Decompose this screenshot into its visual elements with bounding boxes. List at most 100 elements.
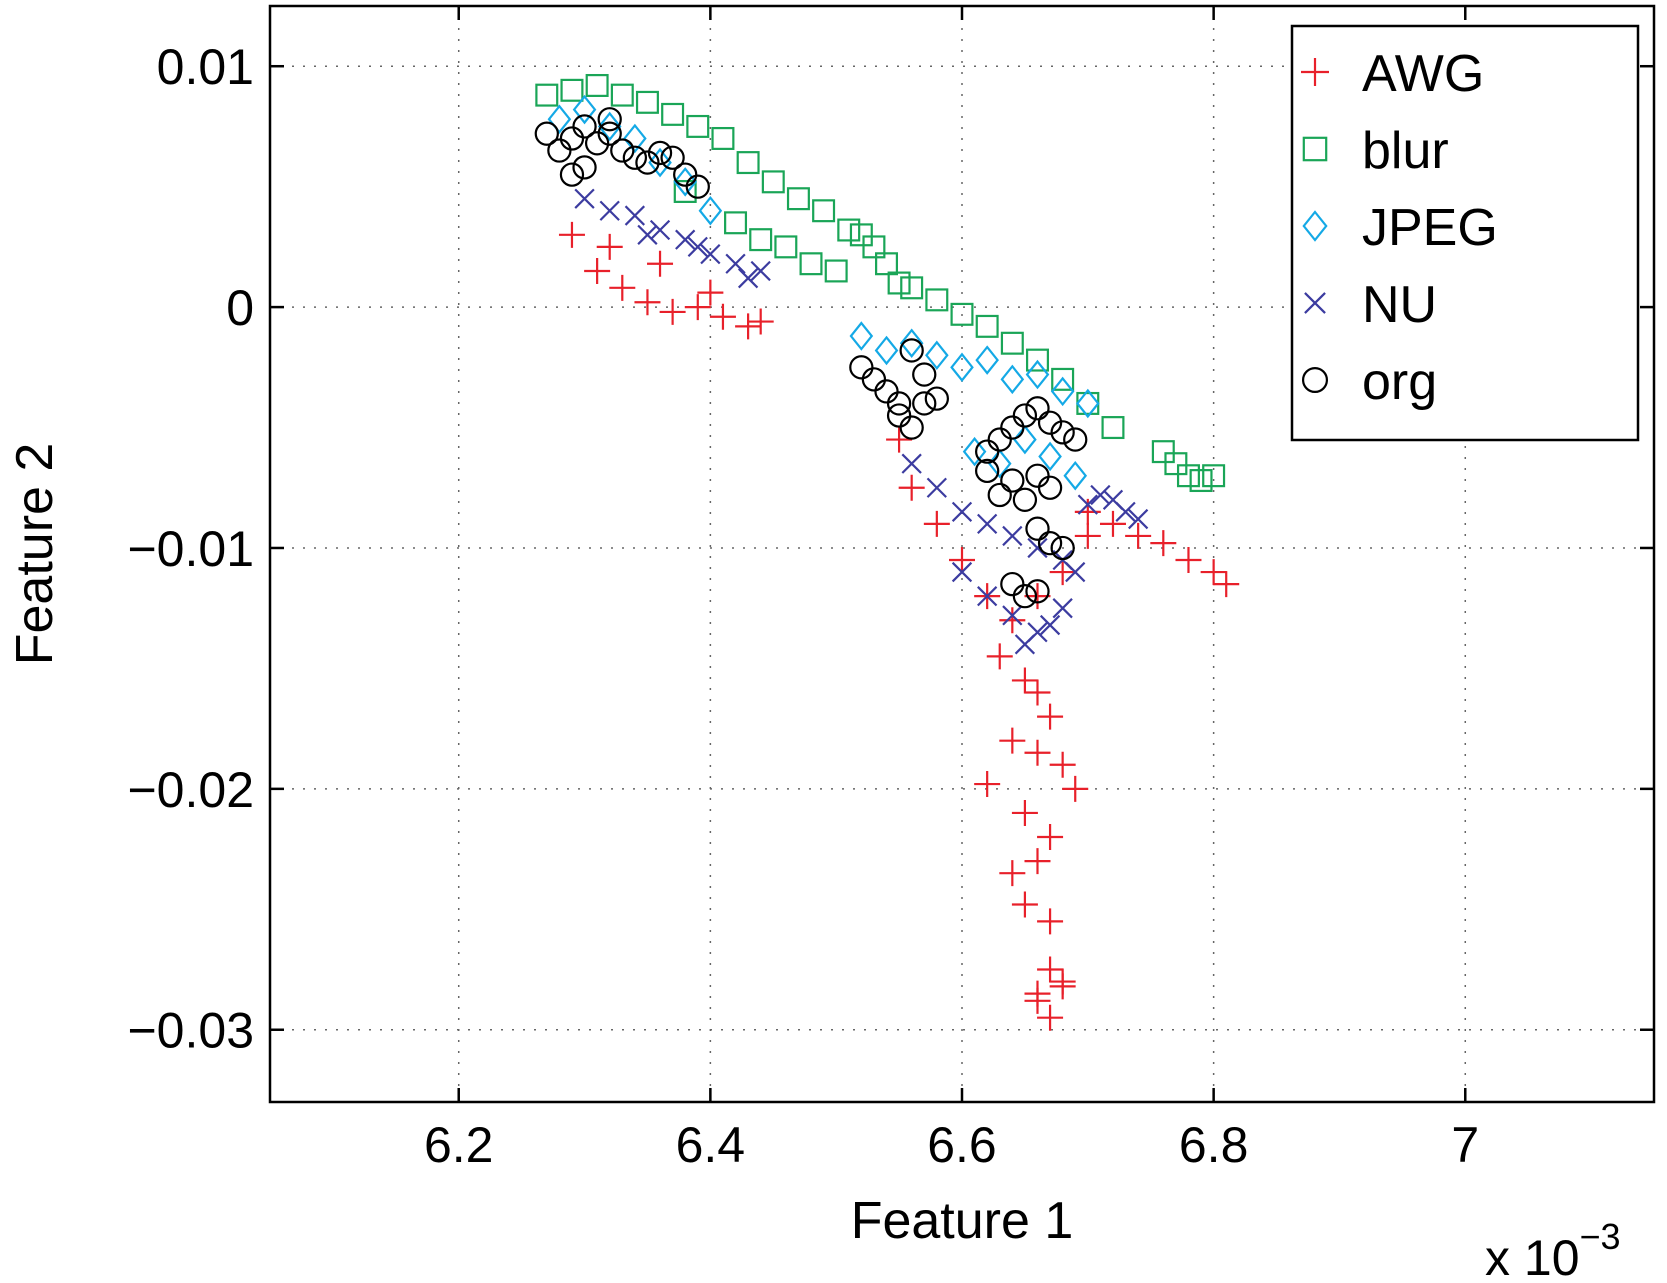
- data-point: [1027, 537, 1048, 559]
- data-point: [559, 162, 585, 187]
- data-point: [749, 228, 773, 252]
- data-point: [951, 501, 973, 522]
- legend-marker-blur: [1302, 136, 1328, 162]
- data-point: [684, 294, 711, 321]
- data-point: [1077, 494, 1098, 515]
- legend-label-awg: AWG: [1362, 45, 1484, 103]
- data-point: [747, 308, 774, 335]
- data-point: [1074, 522, 1101, 549]
- data-point: [724, 211, 748, 235]
- data-point: [685, 174, 710, 199]
- data-point: [887, 271, 911, 295]
- data-point: [622, 145, 648, 170]
- data-point: [673, 179, 697, 203]
- data-point: [1176, 464, 1200, 488]
- data-point: [1011, 891, 1038, 918]
- data-point: [899, 338, 924, 363]
- series-awg: [558, 221, 1240, 1031]
- data-point: [584, 131, 610, 156]
- data-point: [1050, 420, 1075, 445]
- legend-label-nu: NU: [1362, 276, 1437, 334]
- data-point: [599, 200, 620, 221]
- data-point: [862, 235, 886, 259]
- data-point: [1012, 584, 1038, 609]
- data-point: [849, 321, 874, 351]
- x-axis-multiplier: x 10−3: [1485, 1216, 1621, 1283]
- legend-label-jpeg: JPEG: [1362, 199, 1498, 257]
- data-point: [1024, 848, 1051, 875]
- data-point: [597, 107, 622, 132]
- data-point: [1024, 679, 1051, 706]
- data-point: [634, 289, 661, 316]
- data-point: [1025, 396, 1050, 421]
- data-point: [1037, 824, 1064, 851]
- data-point: [1062, 775, 1089, 802]
- data-point: [1099, 510, 1126, 537]
- axis-ticks: 6.2 6.4 6.6 6.8 7 0.01 0 −0.01 −0.02 −0.03: [127, 6, 1654, 1173]
- data-point: [1050, 376, 1075, 407]
- data-point: [1025, 359, 1050, 390]
- data-point: [1037, 410, 1063, 435]
- data-point: [999, 727, 1026, 754]
- data-point: [1025, 348, 1049, 372]
- series-jpeg: [547, 94, 1100, 491]
- data-point: [974, 771, 1001, 798]
- data-point: [609, 274, 636, 301]
- x-tick-label: 6.2: [424, 1117, 494, 1173]
- data-point: [1014, 634, 1036, 655]
- data-point: [661, 102, 685, 126]
- data-point: [697, 279, 724, 306]
- data-point: [774, 235, 798, 259]
- data-point: [975, 314, 999, 338]
- data-point: [1037, 475, 1063, 500]
- data-point: [987, 448, 1012, 479]
- data-point: [1076, 388, 1100, 419]
- data-point: [987, 482, 1012, 508]
- data-point: [635, 90, 659, 114]
- x-axis-label: Feature 1: [851, 1192, 1074, 1250]
- data-point: [648, 147, 672, 178]
- y-tick-label: 0.01: [157, 39, 254, 95]
- data-point: [900, 276, 924, 300]
- data-point: [761, 170, 785, 194]
- data-point: [1024, 583, 1051, 610]
- data-point: [1189, 469, 1213, 493]
- data-point: [597, 121, 622, 146]
- data-point: [912, 362, 937, 387]
- data-point: [560, 78, 584, 102]
- data-point: [886, 426, 913, 453]
- data-point: [1049, 559, 1076, 586]
- data-point: [535, 83, 559, 107]
- data-point: [1037, 1004, 1064, 1031]
- legend-marker-nu: [1304, 292, 1326, 314]
- y-axis-label: Feature 2: [6, 443, 64, 666]
- y-tick-label: −0.03: [127, 1003, 254, 1059]
- data-point: [975, 345, 999, 375]
- data-point: [1063, 460, 1088, 491]
- data-point: [1050, 535, 1075, 561]
- data-point: [1002, 605, 1023, 626]
- series-org: [534, 107, 1088, 609]
- data-point: [623, 123, 647, 154]
- data-point: [977, 513, 998, 535]
- data-point: [547, 104, 572, 134]
- data-point: [962, 436, 987, 467]
- data-point: [977, 586, 998, 607]
- data-point: [687, 236, 708, 258]
- x-tick-label: 7: [1451, 1117, 1479, 1173]
- legend-label-org: org: [1362, 353, 1437, 411]
- data-point: [901, 453, 922, 474]
- data-point: [1213, 571, 1240, 598]
- data-point: [899, 415, 924, 440]
- data-point: [849, 223, 873, 247]
- data-point: [926, 477, 947, 498]
- data-point: [596, 233, 623, 260]
- data-point: [1200, 559, 1227, 586]
- data-point: [700, 243, 721, 265]
- data-point: [624, 205, 646, 226]
- data-point: [572, 94, 597, 125]
- series-nu: [574, 188, 1149, 655]
- data-point: [1049, 973, 1076, 1000]
- data-point: [812, 199, 836, 223]
- data-point: [949, 547, 975, 574]
